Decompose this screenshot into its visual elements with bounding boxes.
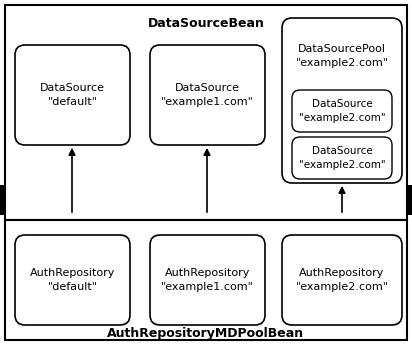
Text: DataSource
"example1.com": DataSource "example1.com": [161, 83, 254, 107]
FancyBboxPatch shape: [292, 90, 392, 132]
FancyBboxPatch shape: [282, 235, 402, 325]
Text: AuthRepositoryMDPoolBean: AuthRepositoryMDPoolBean: [108, 327, 304, 340]
Text: DataSourceBean: DataSourceBean: [147, 17, 265, 30]
Text: AuthRepository
"default": AuthRepository "default": [30, 268, 115, 291]
Bar: [0, 185, 412, 215]
FancyBboxPatch shape: [15, 235, 130, 325]
FancyBboxPatch shape: [150, 235, 265, 325]
Text: AuthRepository
"example1.com": AuthRepository "example1.com": [161, 268, 254, 291]
Text: DataSourcePool
"example2.com": DataSourcePool "example2.com": [295, 44, 389, 68]
Text: DataSource
"example2.com": DataSource "example2.com": [299, 99, 385, 122]
Bar: [5, 220, 407, 340]
Text: DataSource
"default": DataSource "default": [40, 83, 105, 107]
Text: DataSource
"example2.com": DataSource "example2.com": [299, 146, 385, 170]
Text: AuthRepository
"example2.com": AuthRepository "example2.com": [295, 268, 389, 291]
FancyBboxPatch shape: [282, 18, 402, 183]
FancyBboxPatch shape: [292, 137, 392, 179]
FancyBboxPatch shape: [150, 45, 265, 145]
Bar: [5, 5, 407, 220]
FancyBboxPatch shape: [15, 45, 130, 145]
